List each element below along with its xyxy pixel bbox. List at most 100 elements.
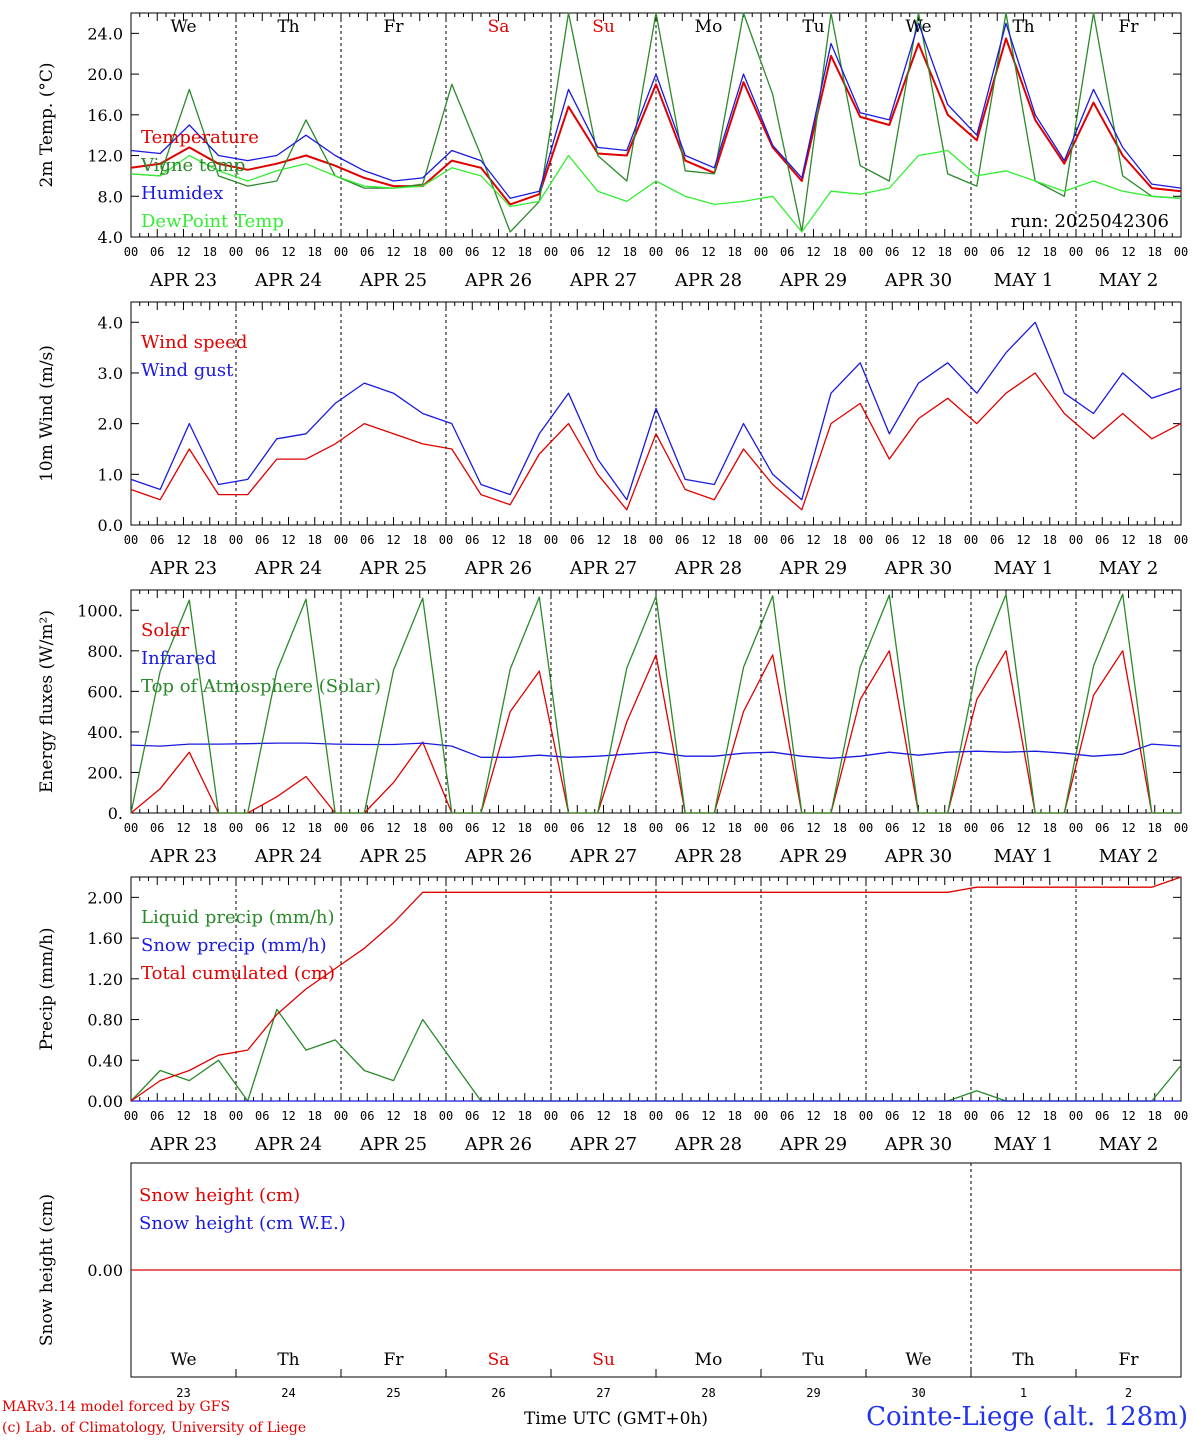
hour-tick-label: 12	[1016, 1109, 1030, 1123]
hour-tick-label: 18	[308, 533, 322, 547]
date-label: APR 27	[569, 270, 637, 291]
panel-5	[130, 1162, 1182, 1378]
hour-tick-label: 18	[203, 245, 217, 259]
hour-tick-label: 12	[491, 1109, 505, 1123]
weekday-label: Tu	[802, 1350, 824, 1370]
date-label: MAY 1	[994, 558, 1054, 579]
date-label: MAY 1	[994, 846, 1054, 867]
hour-tick-label: 12	[281, 821, 295, 835]
hour-tick-label: 06	[780, 821, 794, 835]
hour-tick-label: 12	[281, 245, 295, 259]
date-label: MAY 1	[994, 270, 1054, 291]
hour-tick-label: 00	[754, 1109, 768, 1123]
y-tick-label: 800.	[87, 642, 123, 661]
date-label: APR 29	[779, 558, 847, 579]
hour-tick-label: 18	[518, 821, 532, 835]
hour-tick-label: 00	[439, 533, 453, 547]
date-label: APR 30	[884, 270, 952, 291]
weekday-label: We	[905, 17, 931, 37]
hour-tick-label: 00	[124, 1109, 138, 1123]
hour-tick-label: 12	[491, 533, 505, 547]
hour-tick-label: 18	[413, 1109, 427, 1123]
hour-tick-label: 06	[780, 245, 794, 259]
hour-tick-label: 06	[570, 1109, 584, 1123]
hour-tick-label: 00	[439, 821, 453, 835]
legend-entry: Top of Atmosphere (Solar)	[141, 676, 381, 697]
hour-tick-label: 18	[728, 245, 742, 259]
hour-tick-label: 06	[885, 245, 899, 259]
panel-4	[130, 876, 1182, 1102]
panel-3	[130, 589, 1182, 814]
legend-entry: Infrared	[141, 648, 216, 669]
hour-tick-label: 06	[990, 821, 1004, 835]
weekday-label: We	[170, 17, 196, 37]
hour-tick-label: 00	[124, 533, 138, 547]
hour-tick-label: 00	[229, 1109, 243, 1123]
date-label: APR 28	[674, 1134, 742, 1155]
legend-entry: DewPoint Temp	[141, 211, 284, 232]
day-number-label: 26	[491, 1386, 505, 1400]
hour-tick-label: 18	[623, 1109, 637, 1123]
hour-tick-label: 06	[465, 245, 479, 259]
y-tick-label: 0.	[108, 804, 123, 823]
hour-tick-label: 00	[439, 245, 453, 259]
date-label: APR 24	[254, 558, 322, 579]
hour-tick-label: 18	[728, 821, 742, 835]
date-label: APR 25	[359, 558, 427, 579]
legend-entry: Total cumulated (cm)	[141, 963, 335, 984]
hour-tick-label: 00	[649, 533, 663, 547]
hour-tick-label: 06	[570, 533, 584, 547]
date-label: APR 27	[569, 846, 637, 867]
run-annotation: run: 2025042306	[1011, 211, 1169, 232]
date-label: APR 27	[569, 558, 637, 579]
y-axis-title: 10m Wind (m/s)	[37, 345, 57, 482]
hour-tick-label: 06	[885, 821, 899, 835]
legend-entry: Snow height (cm W.E.)	[139, 1213, 346, 1234]
hour-tick-label: 12	[701, 821, 715, 835]
day-number-label: 24	[281, 1386, 295, 1400]
series-line-1	[130, 650, 1181, 814]
y-tick-label: 1.60	[87, 929, 123, 948]
hour-tick-label: 12	[806, 245, 820, 259]
hour-tick-label: 12	[176, 1109, 190, 1123]
hour-tick-label: 00	[649, 1109, 663, 1123]
hour-tick-label: 12	[1016, 533, 1030, 547]
hour-tick-label: 06	[675, 245, 689, 259]
plot-frame	[130, 301, 1182, 526]
date-label: APR 28	[674, 270, 742, 291]
legend-entry: Solar	[141, 620, 190, 641]
weekday-label: Mo	[695, 1350, 723, 1370]
hour-tick-label: 00	[964, 245, 978, 259]
hour-tick-label: 06	[990, 1109, 1004, 1123]
location-title: Cointe-Liege (alt. 128m)	[866, 1402, 1188, 1432]
y-tick-label: 0.40	[87, 1051, 123, 1070]
hour-tick-label: 18	[518, 245, 532, 259]
hour-tick-label: 12	[596, 1109, 610, 1123]
hour-tick-label: 00	[124, 821, 138, 835]
y-tick-label: 16.0	[87, 106, 123, 125]
hour-tick-label: 06	[360, 245, 374, 259]
weekday-label: We	[905, 1350, 931, 1370]
y-tick-label: 1000.	[77, 601, 123, 620]
legend-entry: Vigne temp	[140, 155, 245, 176]
hour-tick-label: 18	[518, 1109, 532, 1123]
legend-entry: Snow precip (mm/h)	[141, 935, 327, 956]
date-label: APR 23	[149, 846, 217, 867]
hour-tick-label: 12	[911, 821, 925, 835]
date-label: APR 30	[884, 1134, 952, 1155]
hour-tick-label: 18	[938, 245, 952, 259]
y-tick-label: 400.	[87, 723, 123, 742]
hour-tick-label: 18	[623, 821, 637, 835]
hour-tick-label: 00	[754, 245, 768, 259]
date-label: APR 25	[359, 846, 427, 867]
hour-tick-label: 12	[491, 245, 505, 259]
hour-tick-label: 18	[833, 533, 847, 547]
footer-model: MARv3.14 model forced by GFS	[2, 1399, 231, 1415]
hour-tick-label: 00	[544, 1109, 558, 1123]
hour-tick-label: 18	[308, 821, 322, 835]
hour-tick-label: 00	[1174, 245, 1188, 259]
hour-tick-label: 00	[229, 245, 243, 259]
hour-tick-label: 06	[570, 245, 584, 259]
date-label: APR 28	[674, 558, 742, 579]
